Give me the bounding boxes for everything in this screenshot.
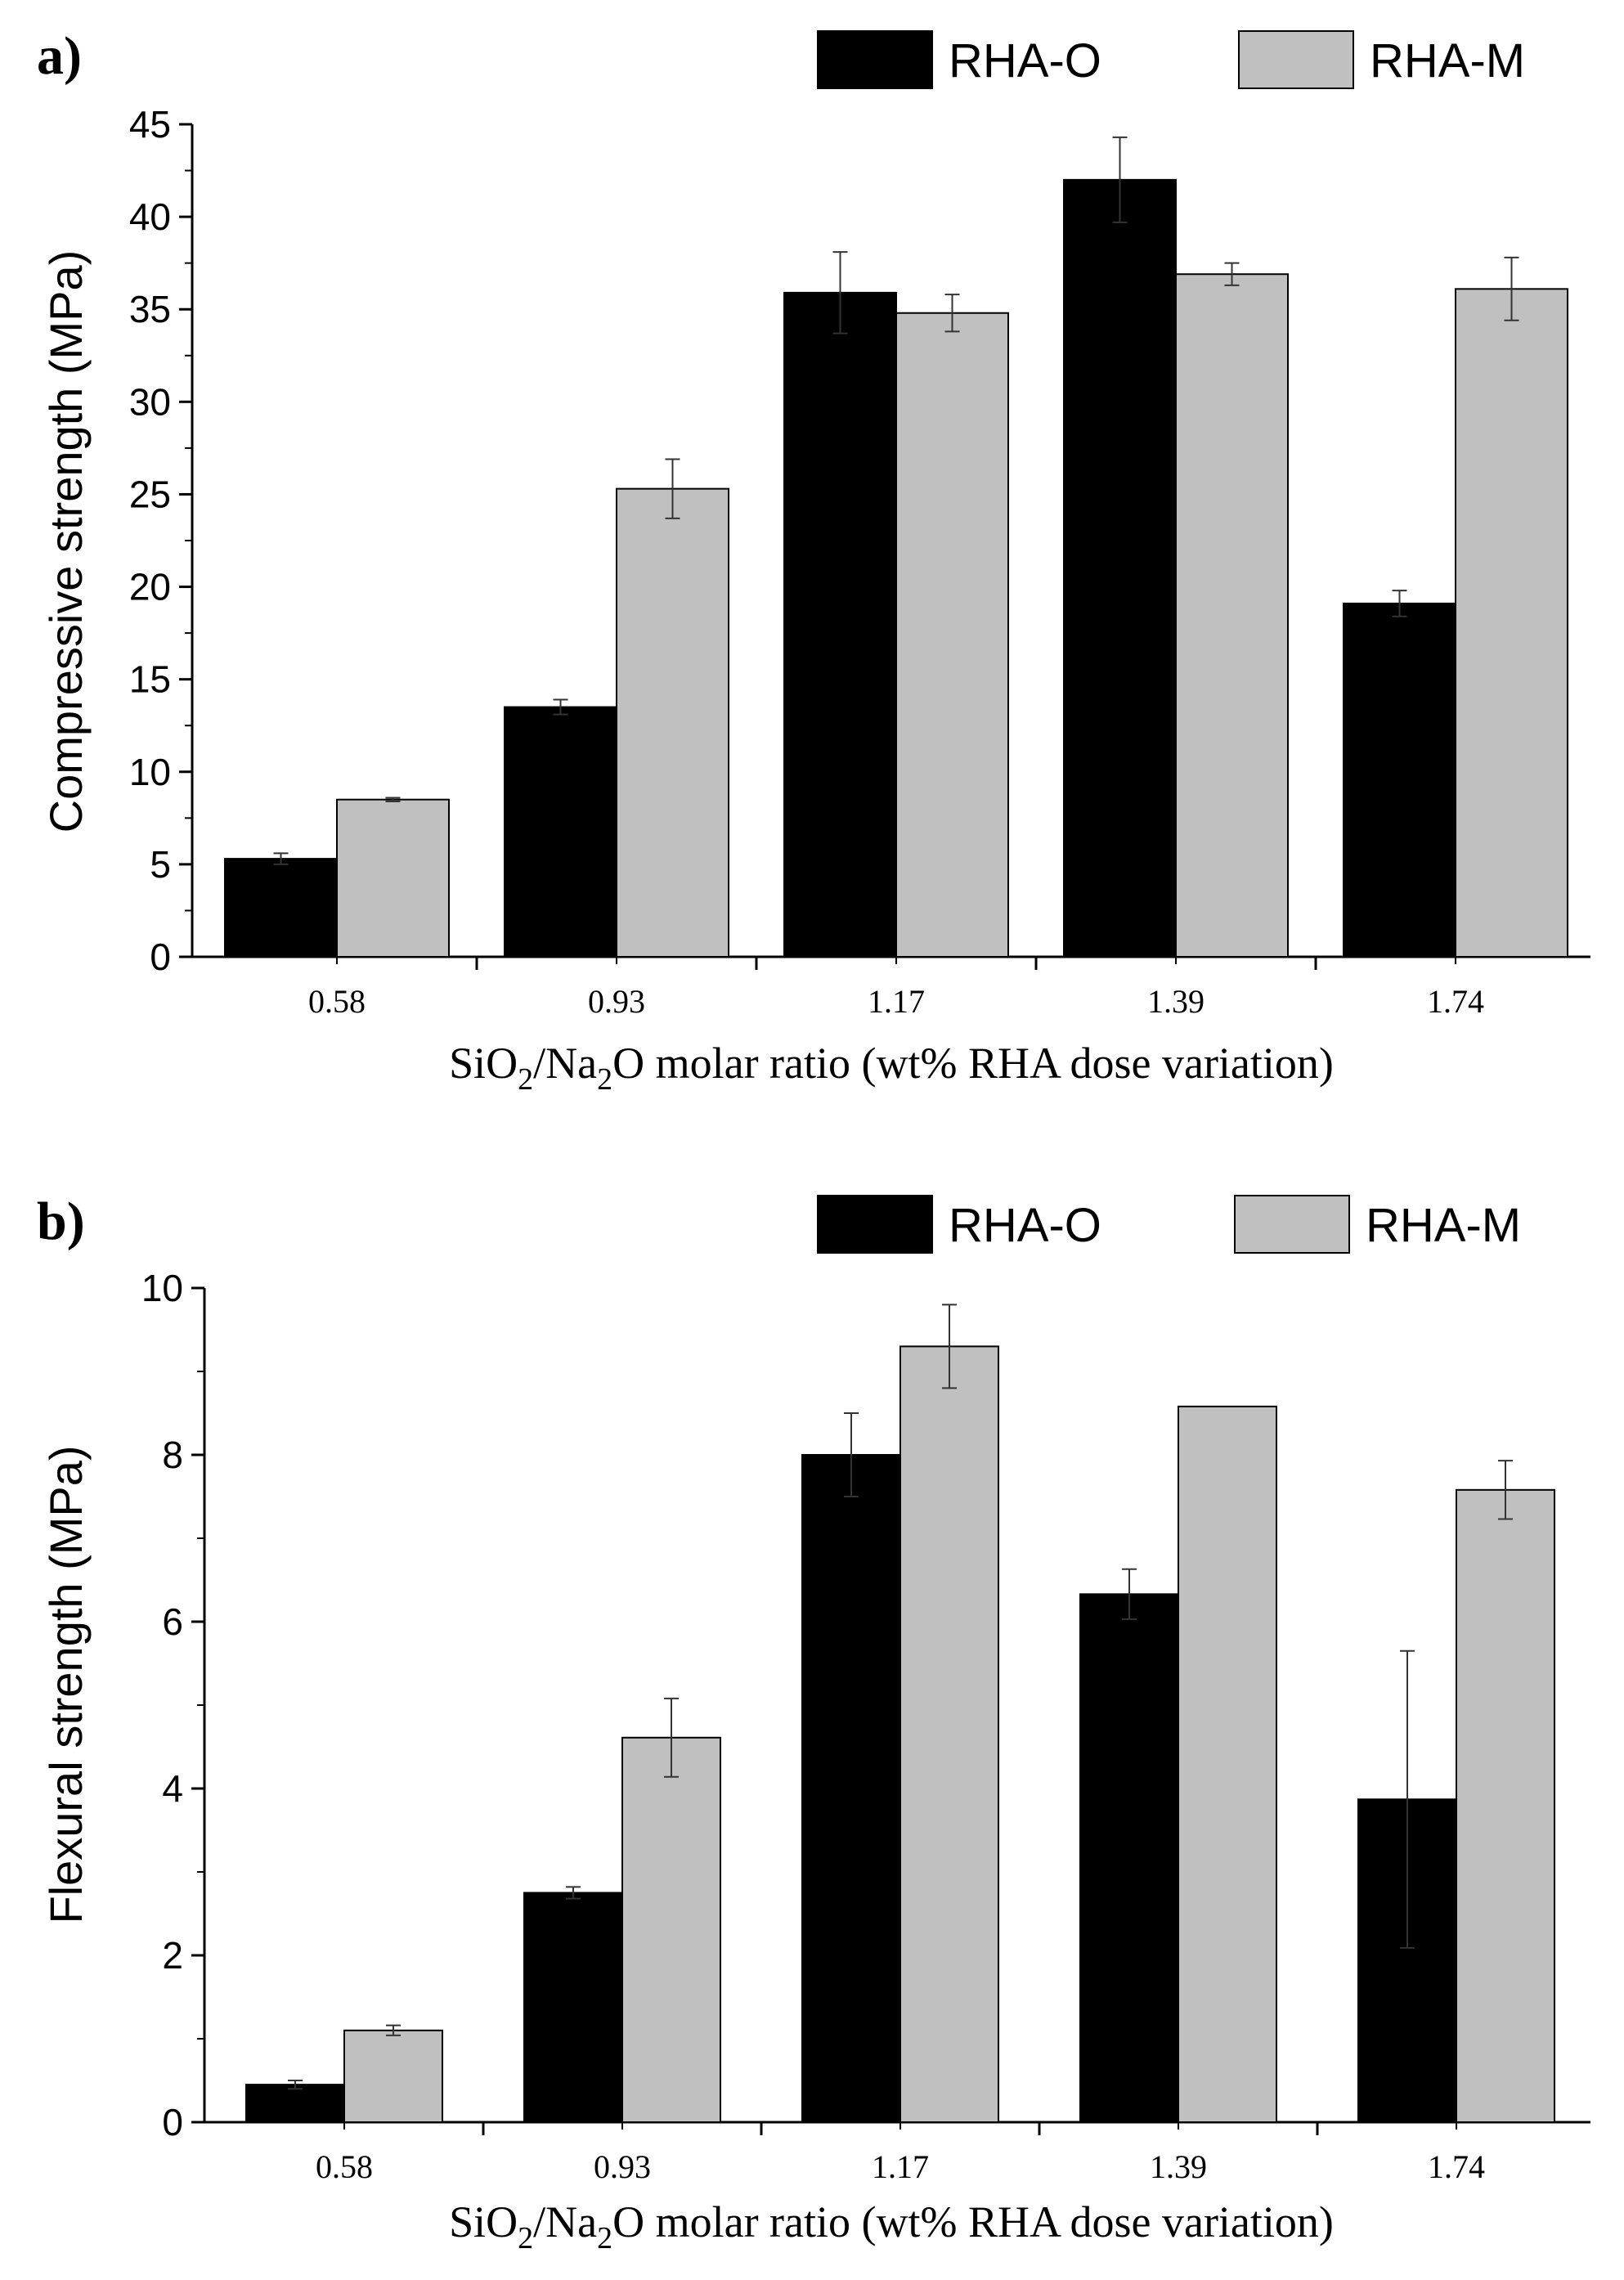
panel-b-plot: 0 2 4 6 8 10 0.58 0.93 1.17 1.39 1.74 <box>141 1267 1590 2185</box>
panel-a-y-tick-label: 40 <box>129 195 171 238</box>
panel-b-legend-label-rha-o: RHA-O <box>949 1199 1101 1252</box>
panel-a-bar-rha-o-0.58 <box>224 858 338 958</box>
panel-a-bar-rha-m-0.58 <box>336 798 450 958</box>
panel-b-legend: RHA-O RHA-M <box>817 1195 1521 1254</box>
panel-a-y-tick-label: 25 <box>129 473 171 515</box>
panel-a-bar-rha-o-1.17 <box>783 291 897 958</box>
panel-b-legend-swatch-rha-m <box>1234 1195 1350 1254</box>
panel-b-bar-rha-o-0.58 <box>245 2084 345 2124</box>
panel-a-bar-rha-m-1.74 <box>1455 288 1568 958</box>
panel-b-label: b) <box>37 1192 85 1251</box>
panel-a-legend-label-rha-o: RHA-O <box>949 34 1101 88</box>
panel-a-y-tick-label: 20 <box>129 566 171 608</box>
panel-a-y-axis-title: Compressive strength (MPa) <box>40 250 92 833</box>
panel-b-y-tick-label: 2 <box>162 1934 183 1977</box>
panel-a-legend-swatch-rha-o <box>817 30 933 89</box>
panel-b-bar-rha-o-1.17 <box>801 1454 901 2123</box>
panel-b-bar-rha-m-1.74 <box>1456 1488 1555 2123</box>
panel-a-bar-rha-m-0.93 <box>616 487 729 958</box>
panel-b: b) RHA-O RHA-M 0 2 4 6 8 10 0.58 0.93 1.17 1.39 1.… <box>37 1192 1590 2255</box>
panel-b-y-tick-label: 4 <box>162 1767 183 1810</box>
panel-a-y-tick-label: 0 <box>150 936 171 978</box>
panel-a-bar-rha-o-1.39 <box>1063 178 1177 958</box>
panel-b-legend-label-rha-m: RHA-M <box>1366 1199 1521 1252</box>
panel-a-x-tick-label: 1.17 <box>868 983 925 1020</box>
panel-b-x-tick-label: 0.93 <box>594 2148 651 2185</box>
panel-b-bar-rha-m-1.39 <box>1178 1405 1277 2123</box>
panel-b-bar-rha-o-0.93 <box>523 1892 623 2123</box>
panel-b-x-tick-label: 1.74 <box>1428 2148 1485 2185</box>
panel-b-y-tick-label: 6 <box>162 1600 183 1643</box>
panel-a-x-axis-title: SiO2/Na2O molar ratio (wt% RHA dose vari… <box>449 1039 1334 1097</box>
panel-a-bar-rha-m-1.39 <box>1175 273 1289 958</box>
panel-a-x-tick-label: 0.58 <box>308 983 366 1020</box>
panel-b-y-tick-label: 8 <box>162 1434 183 1476</box>
panel-b-y-tick-label: 10 <box>141 1267 183 1309</box>
panel-a-y-tick-label: 5 <box>150 843 171 886</box>
panel-a-y-tick-label: 45 <box>129 103 171 146</box>
panel-a-legend: RHA-O RHA-M <box>817 30 1525 89</box>
panel-b-bar-rha-m-1.17 <box>899 1345 999 2123</box>
panel-b-y-axis-title: Flexural strength (MPa) <box>40 1445 92 1923</box>
panel-a-label: a) <box>37 26 82 86</box>
panel-b-legend-swatch-rha-o <box>817 1195 933 1254</box>
panel-a-plot: 0 5 10 15 20 25 30 35 40 45 0.58 0.93 1.17 1.39 1.74 <box>129 103 1590 1020</box>
panel-b-x-tick-label: 1.39 <box>1150 2148 1207 2185</box>
panel-a: a) RHA-O RHA-M 0 5 10 15 20 25 30 35 40 45 0.58 0.9… <box>37 26 1590 1097</box>
panel-b-bar-rha-o-1.39 <box>1079 1593 1179 2123</box>
panel-a-legend-swatch-rha-m <box>1238 30 1354 89</box>
panel-a-y-tick-label: 30 <box>129 380 171 423</box>
panel-b-bar-rha-m-0.93 <box>621 1736 721 2124</box>
panel-a-bar-rha-m-1.17 <box>895 312 1009 958</box>
panel-b-bar-rha-m-0.58 <box>343 2029 443 2124</box>
panel-a-bar-rha-o-1.74 <box>1343 602 1456 958</box>
panel-a-x-tick-label: 0.93 <box>588 983 645 1020</box>
panel-a-bar-rha-o-0.93 <box>504 706 617 958</box>
panel-a-y-tick-label: 35 <box>129 288 171 330</box>
panel-a-x-tick-label: 1.39 <box>1147 983 1205 1020</box>
panel-b-x-axis-title: SiO2/Na2O molar ratio (wt% RHA dose vari… <box>449 2197 1334 2255</box>
panel-b-y-tick-label: 0 <box>162 2101 183 2143</box>
panel-a-x-tick-label: 1.74 <box>1427 983 1484 1020</box>
panel-b-x-tick-label: 1.17 <box>872 2148 929 2185</box>
panel-a-y-tick-label: 15 <box>129 658 171 701</box>
panel-b-x-tick-label: 0.58 <box>316 2148 373 2185</box>
panel-a-legend-label-rha-m: RHA-M <box>1370 34 1525 88</box>
panel-a-y-tick-label: 10 <box>129 751 171 793</box>
